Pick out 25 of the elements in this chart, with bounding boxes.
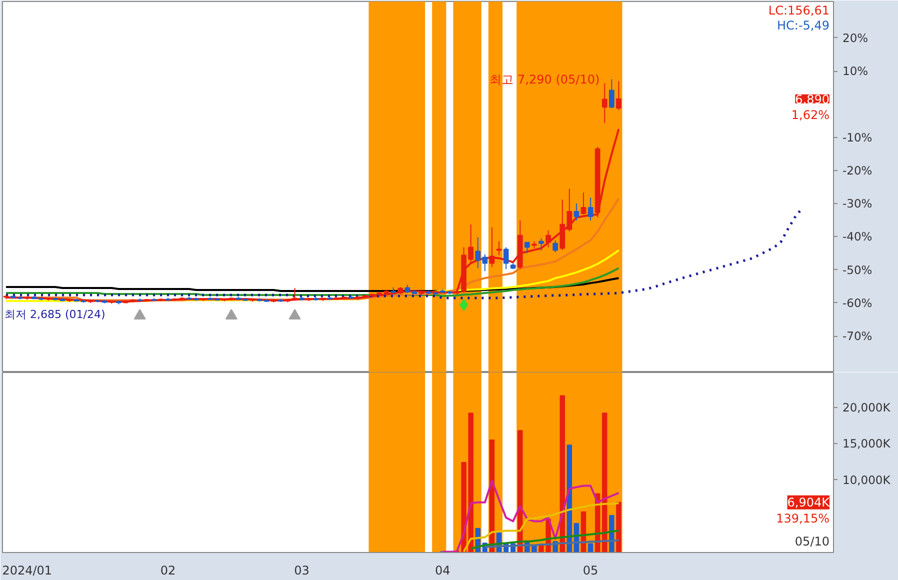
x-tick-label: 04 (435, 564, 450, 578)
y-tick-label: -40% (842, 230, 872, 244)
y-tick-label: -50% (842, 262, 872, 277)
annotation: 6,904K (787, 495, 831, 510)
y-tick-label: 10% (842, 64, 868, 78)
x-tick-label: 05 (582, 564, 598, 578)
x-tick-label: 02 (160, 564, 176, 578)
annotation: 6,890 (795, 92, 830, 106)
y-tick-label: 15,000K (842, 436, 891, 451)
y-tick-label: 20,000K (842, 400, 891, 414)
annotation: LC:156,61 (768, 4, 830, 18)
y-tick-label: -30% (842, 196, 872, 211)
y-tick-label: -60% (842, 296, 872, 310)
annotation: 139,15% (776, 511, 830, 526)
annotation: 1,62% (791, 108, 830, 122)
y-tick-label: 20% (842, 30, 868, 45)
annotation: 최저 2,685 (01/24) (4, 308, 106, 321)
x-tick-label: 2024/01 (2, 564, 52, 578)
y-tick-label: -10% (842, 130, 872, 144)
y-tick-label: 10,000K (842, 472, 891, 487)
x-tick-label: 03 (294, 564, 310, 578)
annotation: 05/10 (794, 534, 830, 548)
y-tick-label: -20% (842, 163, 872, 178)
annotation: HC:-5,49 (777, 18, 830, 32)
y-tick-label: -70% (842, 329, 872, 344)
